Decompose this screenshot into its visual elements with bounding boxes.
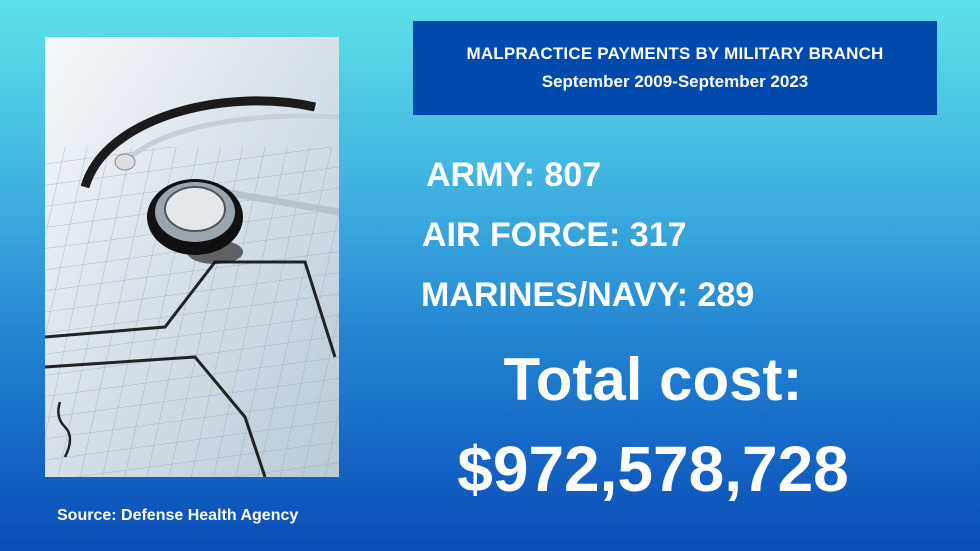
- title-banner: MALPRACTICE PAYMENTS BY MILITARY BRANCH …: [413, 21, 937, 115]
- total-cost-label: Total cost:: [503, 346, 803, 413]
- source-credit: Source: Defense Health Agency: [57, 507, 299, 524]
- stat-marines-navy: MARINES/NAVY: 289: [421, 276, 755, 314]
- stat-air-force: AIR FORCE: 317: [422, 216, 687, 254]
- stat-army: ARMY: 807: [426, 156, 602, 194]
- title-period: September 2009-September 2023: [541, 72, 809, 91]
- title-heading: MALPRACTICE PAYMENTS BY MILITARY BRANCH: [466, 44, 884, 63]
- total-cost-value: $972,578,728: [457, 433, 849, 505]
- stethoscope-photo: [45, 37, 339, 477]
